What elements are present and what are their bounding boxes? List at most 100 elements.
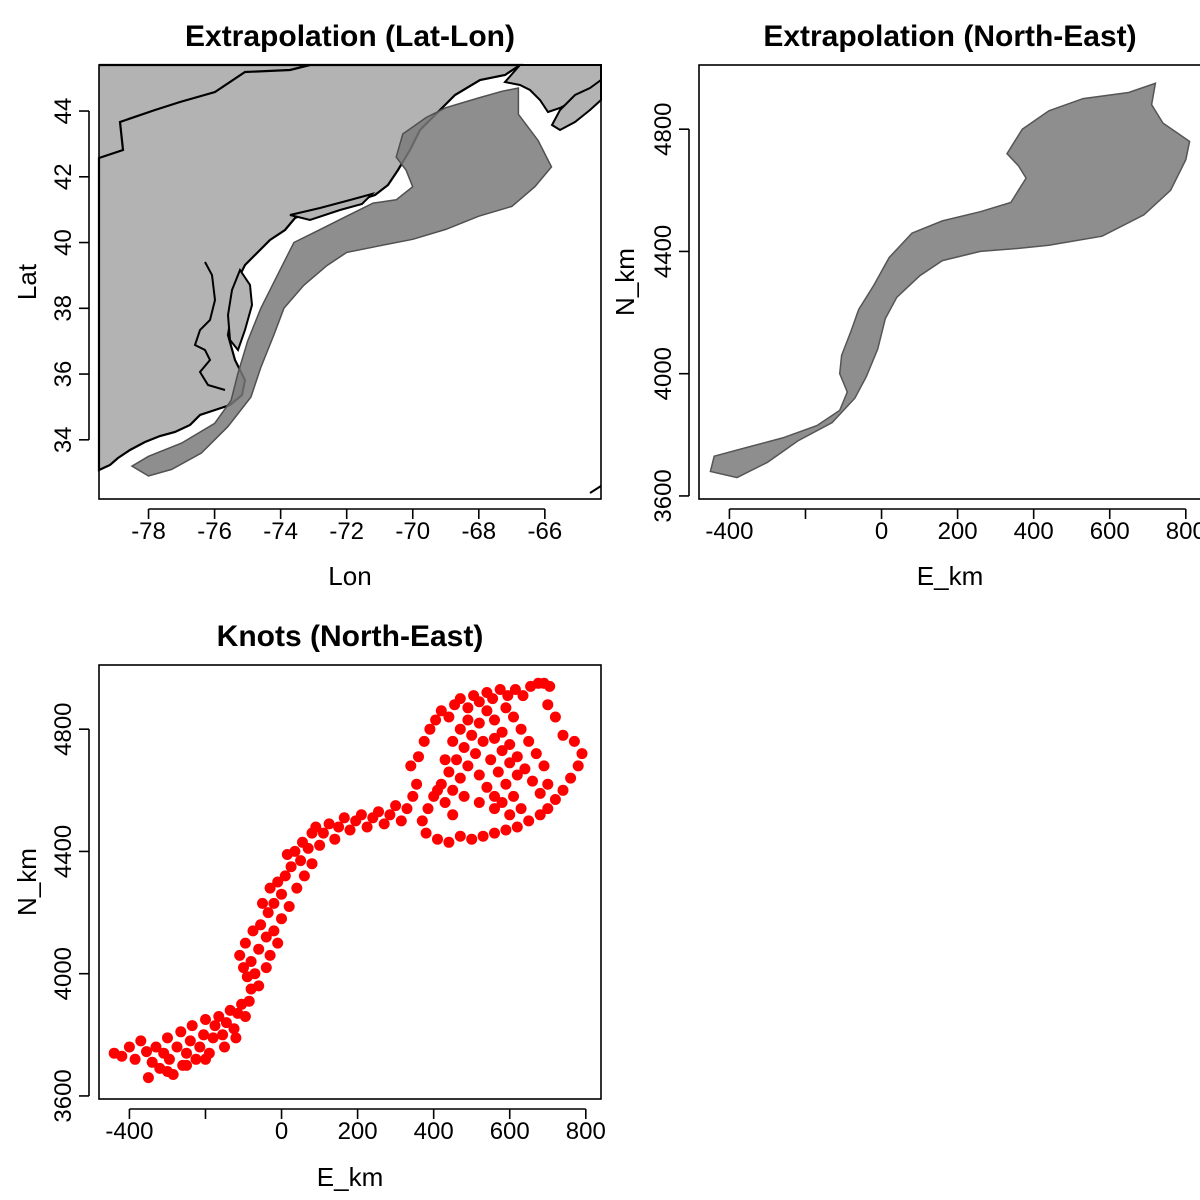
knot-point [129, 1053, 141, 1065]
panel-latlon-title: Extrapolation (Lat-Lon) [185, 20, 515, 53]
knot-point [200, 1053, 211, 1065]
knot-point [534, 809, 546, 821]
knot-point [298, 870, 310, 882]
knot-point [466, 833, 478, 845]
knot-point [373, 806, 384, 818]
knot-point [432, 833, 443, 845]
knot-point [481, 781, 493, 793]
land-chesapeake-west [193, 261, 226, 391]
knot-point [219, 1041, 230, 1053]
knot-point [344, 824, 356, 836]
knot-point [557, 729, 569, 741]
y-tick-label: 4400 [50, 825, 77, 878]
knot-point [289, 845, 301, 857]
x-tick-label: -72 [329, 518, 364, 545]
x-tick-label: -76 [197, 518, 232, 545]
knot-point [430, 714, 442, 726]
x-tick-label: -400 [105, 1118, 153, 1145]
panel-knots-xlabel: E_km [317, 1162, 383, 1192]
knot-point [462, 702, 474, 714]
knot-point [454, 830, 466, 842]
knot-point [198, 1029, 210, 1041]
knot-point [458, 742, 470, 753]
y-tick-label: 4800 [650, 102, 677, 155]
x-tick-label: 800 [566, 1118, 606, 1145]
knot-point [378, 818, 390, 830]
knot-point [243, 995, 255, 1007]
y-tick-label: 34 [50, 426, 77, 453]
knot-point [162, 1066, 173, 1077]
knot-point [447, 809, 459, 821]
knot-point [209, 1020, 221, 1032]
panel-latlon: Extrapolation (Lat-Lon) -78 -76 -74 -72 -70-… [12, 20, 602, 591]
y-tick-label: 38 [50, 295, 77, 322]
knot-point [443, 711, 455, 723]
knot-point [508, 711, 519, 723]
knot-point [508, 790, 519, 802]
knot-point [511, 751, 523, 763]
knot-point [420, 827, 432, 839]
knot-point [473, 717, 485, 729]
knot-point [576, 748, 588, 760]
knot-point [572, 760, 584, 772]
knot-point [481, 705, 493, 717]
knot-point [228, 1023, 240, 1035]
x-tick-label: 200 [338, 1118, 378, 1145]
knot-point [190, 1053, 202, 1065]
knot-point [504, 809, 516, 821]
knot-point [473, 797, 485, 808]
knot-point [407, 790, 419, 802]
knot-point [200, 1014, 211, 1025]
knot-point [443, 836, 455, 848]
knot-point [295, 855, 307, 867]
knot-point [466, 729, 478, 741]
land-nova-scotia [550, 78, 602, 132]
knot-point [175, 1026, 187, 1038]
knots-points [108, 677, 588, 1084]
knot-point [291, 882, 303, 894]
knot-point [239, 937, 251, 949]
knot-point [489, 714, 500, 726]
knot-point [458, 790, 470, 802]
knot-point [171, 1041, 183, 1053]
y-tick-label: 44 [50, 98, 77, 125]
y-tick-label: 4800 [50, 702, 77, 755]
knot-point [502, 690, 514, 702]
y-tick-label: 36 [50, 361, 77, 388]
knot-point [534, 787, 546, 799]
knot-point [317, 827, 329, 839]
panel-latlon-y-axis: 34 36 38 40 42 44 [50, 98, 90, 453]
knot-point [306, 858, 318, 870]
knot-point [489, 803, 500, 815]
panel-knots-x-axis: -400 0 200 400 600 800 [105, 1108, 606, 1145]
y-tick-label: 3600 [50, 1069, 77, 1122]
panel-latlon-frame [98, 64, 602, 500]
knot-point [262, 907, 274, 919]
panel-ne-frame [698, 64, 1200, 500]
panel-latlon-land-group [97, 63, 602, 494]
knot-point [163, 1053, 175, 1065]
knot-point [395, 815, 407, 827]
knot-point [500, 778, 512, 790]
knot-point [496, 745, 508, 757]
knot-point [542, 803, 554, 815]
knot-point [150, 1041, 162, 1053]
x-tick-label: 200 [938, 518, 978, 545]
knot-point [519, 763, 531, 775]
knot-point [432, 784, 443, 796]
x-tick-label: -400 [705, 518, 753, 545]
knot-point [141, 1046, 152, 1058]
knot-point [504, 739, 516, 750]
knot-point [245, 956, 257, 967]
knot-point [338, 812, 350, 824]
knot-point [146, 1056, 158, 1068]
knot-point [329, 833, 341, 845]
knot-point [355, 809, 367, 821]
knot-point [411, 778, 423, 790]
knot-point [492, 766, 504, 778]
x-tick-label: -78 [131, 518, 166, 545]
x-tick-label: -68 [461, 518, 496, 545]
x-tick-label: -70 [395, 518, 430, 545]
knot-point [509, 684, 521, 695]
knot-point [500, 824, 512, 836]
